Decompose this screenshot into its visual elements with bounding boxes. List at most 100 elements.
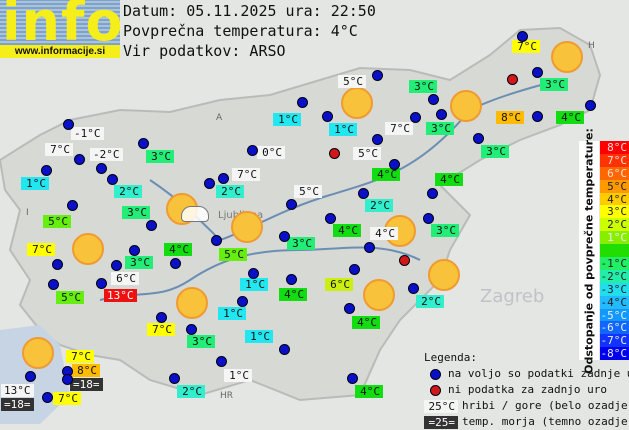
station-temperature-label[interactable]: 3°C: [187, 335, 215, 348]
station-dot-available[interactable]: [218, 173, 229, 184]
station-dot-available[interactable]: [436, 109, 447, 120]
station-temperature-label[interactable]: 7°C: [232, 168, 260, 181]
station-dot-available[interactable]: [358, 188, 369, 199]
station-dot-available[interactable]: [62, 374, 73, 385]
station-temperature-label[interactable]: 3°C: [540, 78, 568, 91]
station-dot-available[interactable]: [170, 258, 181, 269]
station-dot-available[interactable]: [408, 283, 419, 294]
station-temperature-label[interactable]: 1°C: [240, 278, 268, 291]
station-temperature-label[interactable]: 7°C: [27, 243, 55, 256]
station-dot-available[interactable]: [410, 112, 421, 123]
station-dot-available[interactable]: [428, 94, 439, 105]
station-temperature-label[interactable]: 7°C: [66, 350, 94, 363]
station-temperature-label[interactable]: 3°C: [125, 256, 153, 269]
station-temperature-label[interactable]: 3°C: [431, 224, 459, 237]
station-dot-available[interactable]: [286, 199, 297, 210]
station-dot-available[interactable]: [52, 259, 63, 270]
station-temperature-label[interactable]: 5°C: [353, 147, 381, 160]
station-temperature-label[interactable]: 13°C: [1, 384, 34, 397]
station-dot-available[interactable]: [532, 67, 543, 78]
station-dot-available[interactable]: [372, 70, 383, 81]
station-temperature-label[interactable]: 7°C: [147, 323, 175, 336]
station-dot-available[interactable]: [129, 245, 140, 256]
station-dot-available[interactable]: [473, 133, 484, 144]
station-dot-missing[interactable]: [399, 255, 410, 266]
station-temperature-label[interactable]: 3°C: [409, 80, 437, 93]
station-dot-available[interactable]: [42, 392, 53, 403]
station-temperature-label[interactable]: 7°C: [53, 392, 81, 405]
station-temperature-label[interactable]: 6°C: [325, 278, 353, 291]
station-temperature-label[interactable]: 13°C: [104, 289, 137, 302]
station-temperature-label[interactable]: 8°C: [72, 364, 100, 377]
site-link[interactable]: www.informacije.si: [0, 45, 120, 58]
station-temperature-label[interactable]: 4°C: [352, 316, 380, 329]
station-dot-available[interactable]: [297, 97, 308, 108]
station-temperature-label[interactable]: 4°C: [333, 224, 361, 237]
station-dot-available[interactable]: [156, 312, 167, 323]
station-temperature-label[interactable]: 8°C: [496, 111, 524, 124]
station-dot-available[interactable]: [427, 188, 438, 199]
station-temperature-label[interactable]: 4°C: [435, 173, 463, 186]
station-dot-available[interactable]: [25, 371, 36, 382]
station-temperature-label[interactable]: 3°C: [426, 122, 454, 135]
logo[interactable]: info: [0, 0, 120, 45]
station-temperature-label[interactable]: 4°C: [164, 243, 192, 256]
station-temperature-label[interactable]: 7°C: [512, 40, 540, 53]
station-dot-available[interactable]: [211, 235, 222, 246]
station-temperature-label[interactable]: 1°C: [273, 113, 301, 126]
station-dot-available[interactable]: [279, 231, 290, 242]
station-temperature-label[interactable]: 4°C: [370, 227, 398, 240]
station-temperature-label[interactable]: 3°C: [122, 206, 150, 219]
station-dot-available[interactable]: [322, 111, 333, 122]
station-dot-available[interactable]: [286, 274, 297, 285]
station-temperature-label[interactable]: -2°C: [90, 148, 123, 161]
station-dot-available[interactable]: [532, 111, 543, 122]
station-dot-available[interactable]: [204, 178, 215, 189]
station-dot-available[interactable]: [111, 260, 122, 271]
station-temperature-label[interactable]: 1°C: [224, 369, 252, 382]
station-temperature-label[interactable]: 3°C: [287, 237, 315, 250]
station-dot-available[interactable]: [423, 213, 434, 224]
station-temperature-label[interactable]: 2°C: [416, 295, 444, 308]
station-temperature-label[interactable]: -1°C: [71, 127, 104, 140]
station-temperature-label[interactable]: 1°C: [245, 330, 273, 343]
station-temperature-label[interactable]: 2°C: [216, 185, 244, 198]
station-temperature-label[interactable]: 4°C: [355, 385, 383, 398]
station-dot-missing[interactable]: [507, 74, 518, 85]
station-dot-available[interactable]: [216, 356, 227, 367]
station-dot-available[interactable]: [364, 242, 375, 253]
station-dot-available[interactable]: [146, 220, 157, 231]
station-temperature-label[interactable]: 4°C: [556, 111, 584, 124]
station-dot-available[interactable]: [67, 200, 78, 211]
station-dot-available[interactable]: [186, 324, 197, 335]
station-dot-available[interactable]: [389, 159, 400, 170]
station-temperature-label[interactable]: 6°C: [111, 272, 139, 285]
station-dot-available[interactable]: [347, 373, 358, 384]
station-dot-available[interactable]: [517, 31, 528, 42]
station-dot-available[interactable]: [63, 119, 74, 130]
station-dot-available[interactable]: [96, 163, 107, 174]
station-dot-missing[interactable]: [329, 148, 340, 159]
station-dot-available[interactable]: [237, 296, 248, 307]
station-temperature-label[interactable]: 4°C: [372, 168, 400, 181]
station-dot-available[interactable]: [325, 213, 336, 224]
station-temperature-label[interactable]: 5°C: [338, 75, 366, 88]
station-temperature-label[interactable]: 5°C: [294, 185, 322, 198]
station-temperature-label[interactable]: 2°C: [365, 199, 393, 212]
station-temperature-label[interactable]: 3°C: [481, 145, 509, 158]
station-temperature-label[interactable]: 2°C: [177, 385, 205, 398]
station-dot-available[interactable]: [585, 100, 596, 111]
station-dot-available[interactable]: [248, 268, 259, 279]
station-temperature-label[interactable]: 4°C: [279, 288, 307, 301]
station-temperature-label[interactable]: 5°C: [43, 215, 71, 228]
station-temperature-label[interactable]: 3°C: [146, 150, 174, 163]
station-temperature-label[interactable]: 1°C: [218, 307, 246, 320]
station-temperature-label[interactable]: 2°C: [114, 185, 142, 198]
station-dot-available[interactable]: [344, 303, 355, 314]
station-dot-available[interactable]: [349, 264, 360, 275]
station-dot-available[interactable]: [169, 373, 180, 384]
station-dot-available[interactable]: [247, 145, 258, 156]
station-temperature-label[interactable]: =18=: [70, 378, 103, 391]
station-dot-available[interactable]: [96, 278, 107, 289]
station-dot-available[interactable]: [48, 279, 59, 290]
